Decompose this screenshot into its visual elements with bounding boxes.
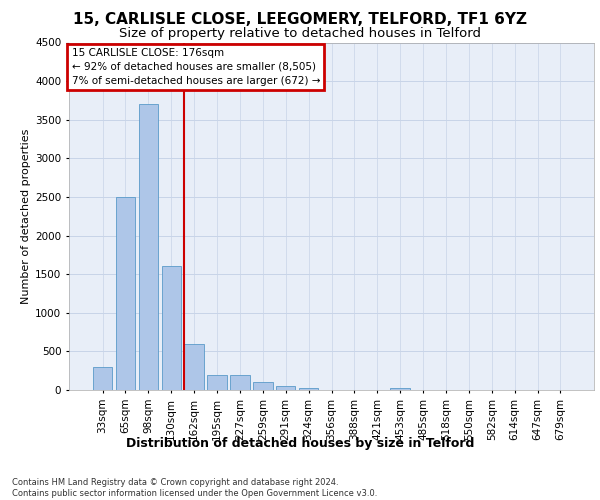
Bar xyxy=(208,374,227,390)
Text: 15 CARLISLE CLOSE: 176sqm
← 92% of detached houses are smaller (8,505)
7% of sem: 15 CARLISLE CLOSE: 176sqm ← 92% of detac… xyxy=(71,48,320,86)
Bar xyxy=(276,386,295,390)
Bar xyxy=(391,388,410,390)
Text: 15, CARLISLE CLOSE, LEEGOMERY, TELFORD, TF1 6YZ: 15, CARLISLE CLOSE, LEEGOMERY, TELFORD, … xyxy=(73,12,527,28)
Bar xyxy=(230,374,250,390)
Y-axis label: Number of detached properties: Number of detached properties xyxy=(21,128,31,304)
Bar xyxy=(93,367,112,390)
Bar xyxy=(139,104,158,390)
Bar xyxy=(161,266,181,390)
Bar xyxy=(299,388,319,390)
Bar xyxy=(184,344,204,390)
Text: Distribution of detached houses by size in Telford: Distribution of detached houses by size … xyxy=(126,438,474,450)
Text: Contains HM Land Registry data © Crown copyright and database right 2024.
Contai: Contains HM Land Registry data © Crown c… xyxy=(12,478,377,498)
Text: Size of property relative to detached houses in Telford: Size of property relative to detached ho… xyxy=(119,28,481,40)
Bar xyxy=(253,382,272,390)
Bar xyxy=(116,197,135,390)
